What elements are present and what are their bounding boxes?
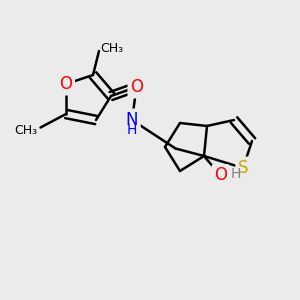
Text: CH₃: CH₃ [100, 41, 124, 55]
Text: CH₃: CH₃ [14, 124, 38, 137]
Text: S: S [238, 159, 248, 177]
Text: O: O [130, 78, 143, 96]
Text: O: O [59, 75, 73, 93]
Text: H: H [231, 167, 242, 181]
Text: H: H [127, 124, 137, 137]
Text: O: O [214, 167, 227, 184]
Text: N: N [126, 111, 138, 129]
